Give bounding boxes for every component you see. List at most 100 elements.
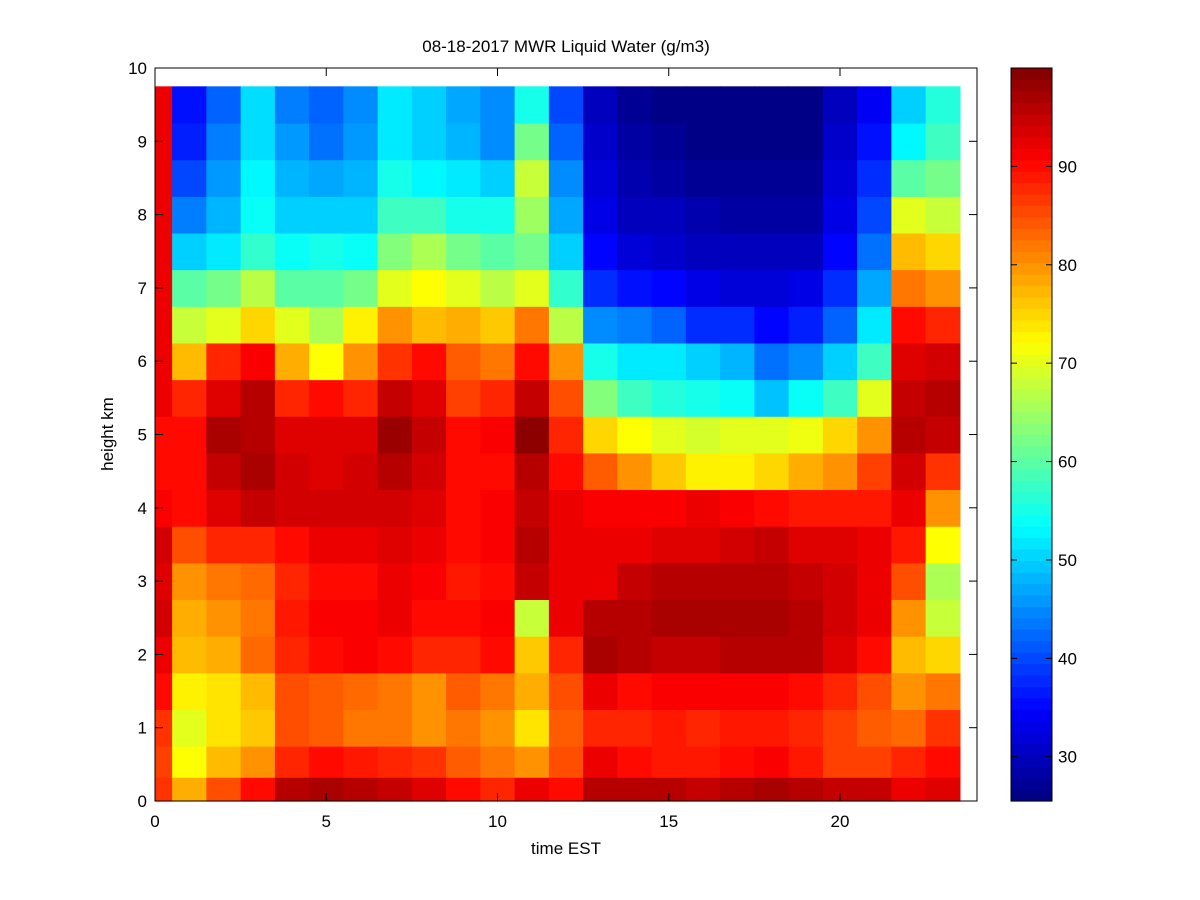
colorbar-strip — [1011, 262, 1052, 275]
heatmap-cell — [446, 562, 481, 601]
heatmap-cell — [343, 709, 379, 747]
heatmap-cell — [514, 306, 550, 344]
colorbar-strip — [1011, 640, 1052, 653]
heatmap-cell — [274, 122, 310, 161]
heatmap-cell — [240, 196, 276, 234]
colorbar-strip — [1011, 365, 1052, 378]
heatmap-cell — [274, 709, 310, 747]
heatmap-cell — [548, 122, 584, 161]
colorbar-tick-label: 50 — [1058, 551, 1077, 570]
heatmap-cell — [377, 342, 413, 381]
heatmap-cell — [651, 379, 687, 417]
colorbar-strip — [1011, 468, 1052, 481]
heatmap-cell — [240, 452, 276, 491]
heatmap-cell — [411, 342, 447, 381]
colorbar-strip — [1011, 193, 1052, 207]
heatmap-cell — [583, 672, 618, 710]
heatmap-cell — [480, 526, 516, 564]
heatmap-cell — [788, 86, 824, 124]
heatmap-cell — [480, 342, 516, 381]
heatmap-cell — [309, 709, 344, 747]
heatmap-cell — [617, 122, 653, 161]
y-tick-label: 1 — [138, 719, 147, 738]
heatmap-cell — [583, 562, 618, 601]
heatmap-cell — [685, 306, 721, 344]
heatmap-cell — [720, 636, 755, 674]
heatmap-cell — [548, 306, 584, 344]
colorbar-strip — [1011, 697, 1052, 710]
heatmap-cell — [822, 599, 858, 637]
heatmap-cell — [206, 452, 242, 491]
heatmap-cell — [240, 709, 276, 747]
heatmap-cell — [155, 379, 173, 417]
heatmap-cell — [925, 342, 961, 381]
heatmap-cell — [155, 232, 173, 271]
heatmap-cell — [617, 342, 653, 381]
heatmap-cell — [480, 86, 516, 124]
heatmap-cell — [480, 306, 516, 344]
heatmap-cell — [891, 489, 927, 527]
heatmap-cell — [651, 452, 687, 491]
heatmap-cell — [925, 599, 961, 637]
heatmap-cell — [155, 122, 173, 161]
heatmap-cell — [309, 489, 344, 527]
heatmap-cell — [240, 306, 276, 344]
heatmap-cell — [343, 379, 379, 417]
heatmap-cell — [206, 709, 242, 747]
heatmap-cell — [583, 452, 618, 491]
heatmap-cell — [377, 709, 413, 747]
heatmap-cell — [377, 122, 413, 161]
heatmap-cell — [685, 599, 721, 637]
heatmap-cell — [446, 526, 481, 564]
colorbar-strip — [1011, 216, 1052, 229]
heatmap-cell — [925, 232, 961, 271]
heatmap-cell — [155, 636, 173, 674]
colorbar-strip — [1011, 377, 1052, 390]
heatmap-cell — [411, 599, 447, 637]
heatmap-cell — [514, 269, 550, 307]
colorbar-strip — [1011, 297, 1052, 310]
colorbar-strip — [1011, 720, 1052, 733]
heatmap-cell — [206, 269, 242, 307]
heatmap-cell — [548, 777, 584, 802]
heatmap-cell — [925, 777, 961, 802]
colorbar-tick-label: 90 — [1058, 157, 1077, 176]
heatmap-cell — [583, 232, 618, 271]
heatmap-cell — [891, 452, 927, 491]
heatmap-cell — [685, 342, 721, 381]
colorbar-strip — [1011, 686, 1052, 699]
heatmap-cell — [925, 489, 961, 527]
heatmap-cell — [685, 489, 721, 527]
heatmap-cells — [155, 86, 961, 802]
heatmap-cell — [617, 159, 653, 197]
heatmap-cell — [172, 159, 207, 197]
heatmap-cell — [155, 746, 173, 778]
heatmap-cell — [548, 709, 584, 747]
heatmap-cell — [651, 599, 687, 637]
heatmap-cell — [857, 526, 892, 564]
colorbar-strip — [1011, 445, 1052, 458]
heatmap-cell — [925, 379, 961, 417]
heatmap-cell — [446, 452, 481, 491]
heatmap-cell — [720, 526, 755, 564]
heatmap-cell — [685, 562, 721, 601]
heatmap-cell — [583, 777, 618, 802]
heatmap-cell — [583, 746, 618, 778]
heatmap-cell — [651, 306, 687, 344]
heatmap-cell — [206, 746, 242, 778]
heatmap-cell — [155, 599, 173, 637]
heatmap-cell — [617, 777, 653, 802]
heatmap-cell — [822, 306, 858, 344]
heatmap-cell — [514, 526, 550, 564]
heatmap-cell — [720, 709, 755, 747]
heatmap-cell — [720, 599, 755, 637]
colorbar-strip — [1011, 331, 1052, 344]
heatmap-cell — [446, 196, 481, 234]
heatmap-cell — [343, 636, 379, 674]
heatmap-cell — [446, 342, 481, 381]
heatmap-cell — [617, 562, 653, 601]
heatmap-cell — [617, 672, 653, 710]
heatmap-cell — [411, 269, 447, 307]
heatmap-cell — [514, 379, 550, 417]
